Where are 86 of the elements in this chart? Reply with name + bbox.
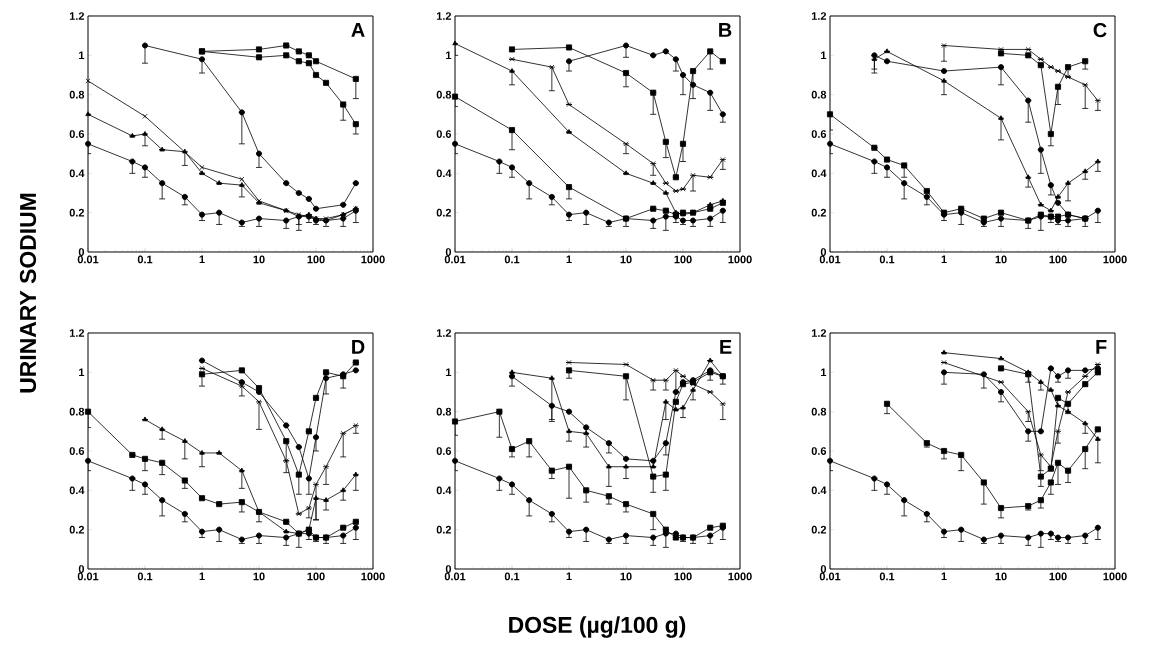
- y-tick-label: 0.4: [436, 169, 452, 178]
- x-tick-label: 10: [995, 572, 1007, 581]
- y-tick-label: 0: [78, 565, 85, 573]
- y-tick-label: 0.6: [436, 130, 452, 138]
- chart-title: E: [720, 340, 732, 354]
- x-tick-label: 100: [307, 255, 325, 264]
- chart-title: F: [1096, 340, 1107, 354]
- x-tick-label: 1000: [361, 255, 385, 264]
- x-tick-label: 0.1: [137, 255, 153, 264]
- chart-title: A: [351, 23, 365, 37]
- y-tick-label: 0: [445, 248, 452, 256]
- y-tick-label: 0.2: [811, 525, 827, 534]
- x-tick-label: 0.1: [504, 572, 520, 581]
- x-tick-label: 100: [1049, 255, 1067, 264]
- x-tick-label: 100: [1049, 572, 1067, 581]
- x-tick-label: 100: [674, 572, 692, 581]
- y-tick-label: 0.6: [69, 447, 85, 455]
- y-tick-label: 0.2: [69, 525, 85, 534]
- y-tick-label: 0.8: [69, 90, 85, 99]
- y-tick-label: 0.4: [811, 169, 827, 178]
- x-tick-label: 0.1: [137, 572, 153, 581]
- y-tick-label: 0.6: [69, 130, 85, 138]
- x-tick-label: 1: [566, 255, 572, 264]
- y-tick-label: 0.4: [69, 486, 85, 495]
- x-tick-label: 10: [253, 572, 265, 581]
- y-tick-label: 1.2: [811, 329, 827, 337]
- y-tick-label: 0.2: [436, 208, 452, 217]
- x-tick-label: 1: [199, 255, 205, 264]
- y-tick-label: 0.2: [811, 208, 827, 217]
- x-tick-label: 1000: [728, 255, 752, 264]
- x-tick-label: 1000: [728, 572, 752, 581]
- y-tick-label: 1: [446, 51, 452, 60]
- y-axis-title: URINARY SODIUM: [19, 193, 37, 393]
- x-tick-label: 1000: [361, 572, 385, 581]
- x-tick-label: 0.01: [444, 572, 466, 581]
- y-tick-label: 1.2: [436, 329, 452, 337]
- y-tick-label: 1.2: [69, 329, 85, 337]
- y-tick-label: 0.8: [811, 90, 827, 99]
- x-tick-label: 10: [620, 255, 632, 264]
- y-tick-label: 0.4: [436, 486, 452, 495]
- y-tick-label: 1: [79, 51, 85, 60]
- x-tick-label: 0.1: [879, 255, 895, 264]
- y-tick-label: 0: [820, 565, 827, 573]
- x-tick-label: 1000: [1103, 255, 1127, 264]
- chart-title: D: [352, 340, 365, 354]
- y-tick-label: 1: [821, 51, 827, 60]
- x-tick-label: 1: [941, 572, 947, 581]
- x-tick-label: 0.1: [504, 255, 520, 264]
- y-tick-label: 0.6: [811, 130, 827, 138]
- y-tick-label: 0.4: [811, 486, 827, 495]
- y-tick-label: 1.2: [811, 12, 827, 20]
- x-axis-title: DOSE (µg/100 g): [509, 616, 686, 638]
- y-tick-label: 1: [821, 368, 827, 377]
- x-tick-label: 10: [995, 255, 1007, 264]
- x-tick-label: 10: [620, 572, 632, 581]
- x-tick-label: 1: [941, 255, 947, 264]
- x-tick-label: 0.01: [77, 255, 99, 264]
- chart-title: B: [719, 23, 732, 37]
- y-tick-label: 0.2: [436, 525, 452, 534]
- x-tick-label: 0.01: [819, 572, 841, 581]
- y-tick-label: 0.6: [436, 447, 452, 455]
- x-tick-label: 100: [307, 572, 325, 581]
- x-tick-label: 1000: [1103, 572, 1127, 581]
- x-tick-label: 10: [253, 255, 265, 264]
- x-tick-label: 0.01: [819, 255, 841, 264]
- y-tick-label: 0: [78, 248, 85, 256]
- y-tick-label: 1: [79, 368, 85, 377]
- x-tick-label: 1: [199, 572, 205, 581]
- y-tick-label: 0: [820, 248, 827, 256]
- y-tick-label: 0: [445, 565, 452, 573]
- x-tick-label: 0.01: [444, 255, 466, 264]
- y-tick-label: 0.6: [811, 447, 827, 455]
- y-tick-label: 0.8: [69, 407, 85, 416]
- y-tick-label: 0.8: [811, 407, 827, 416]
- y-tick-label: 0.8: [436, 407, 452, 416]
- x-tick-label: 0.01: [77, 572, 99, 581]
- y-tick-label: 1.2: [69, 12, 85, 20]
- x-tick-label: 0.1: [879, 572, 895, 581]
- x-tick-label: 100: [674, 255, 692, 264]
- y-tick-label: 0.4: [69, 169, 85, 178]
- x-tick-label: 1: [566, 572, 572, 581]
- y-tick-label: 0.2: [69, 208, 85, 217]
- chart-title: C: [1093, 23, 1107, 38]
- y-tick-label: 1: [446, 368, 452, 377]
- y-tick-label: 1.2: [436, 12, 452, 20]
- y-tick-label: 0.8: [436, 90, 452, 99]
